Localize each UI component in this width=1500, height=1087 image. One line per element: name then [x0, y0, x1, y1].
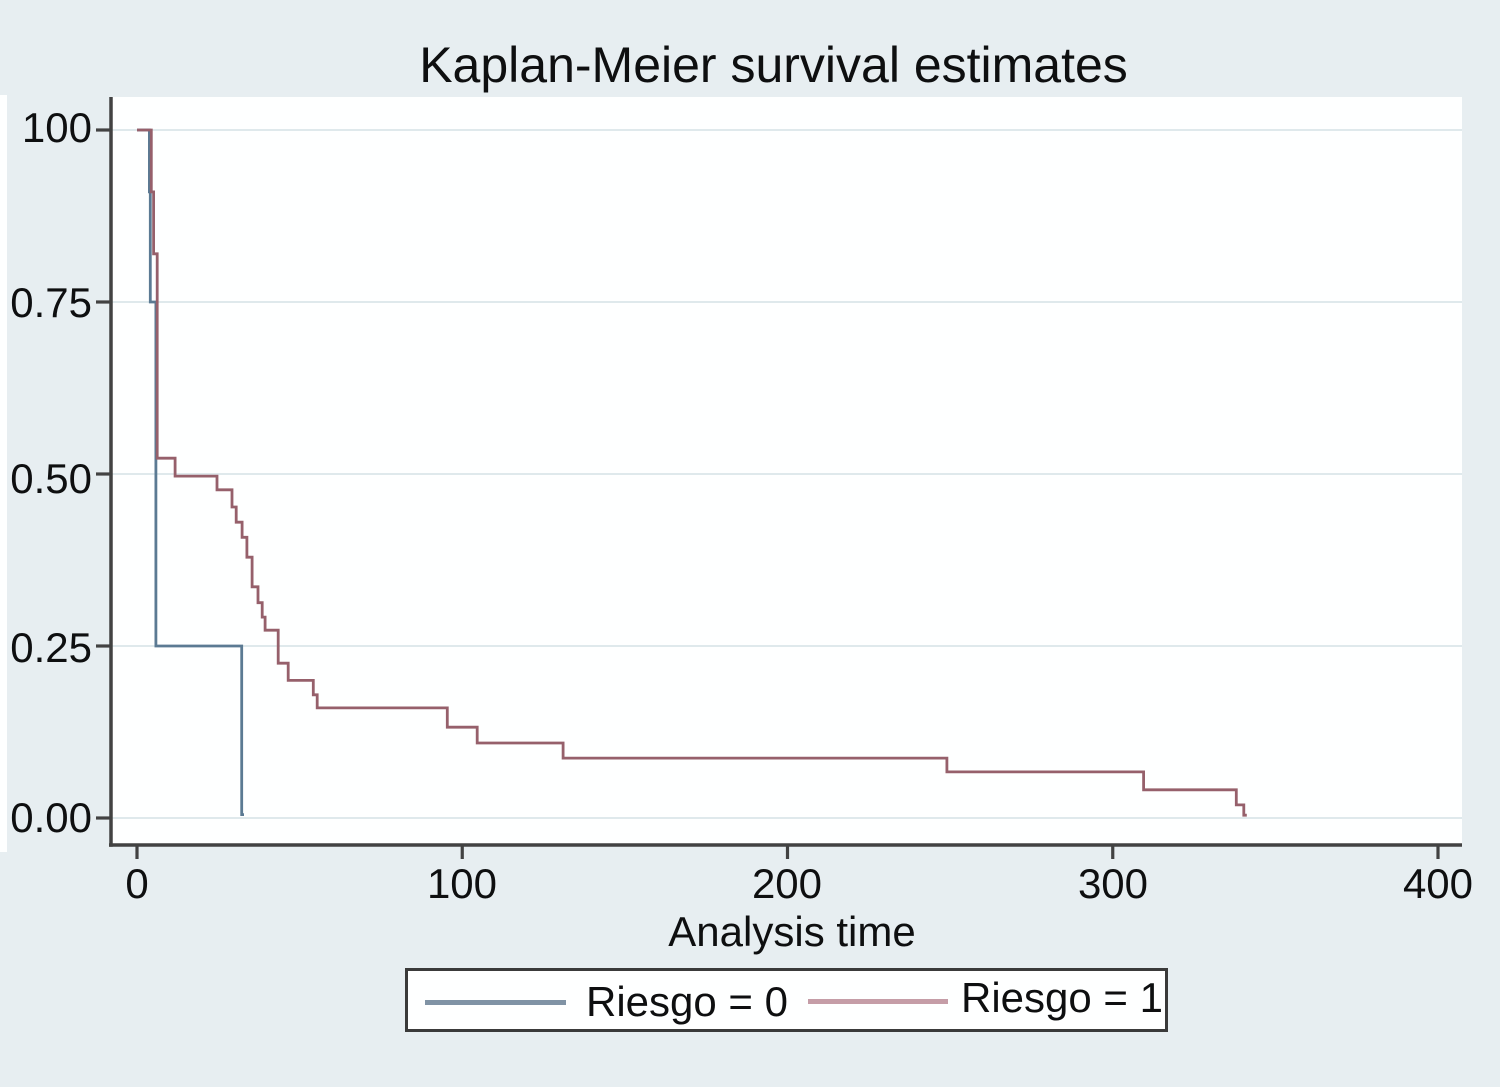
legend-box: Riesgo = 0 Riesgo = 1 [405, 968, 1168, 1032]
y-tick-label-075: 0.75 [10, 279, 92, 326]
x-tick-label-0: 0 [125, 860, 149, 907]
x-tick-label-100: 100 [426, 860, 498, 907]
plot-area [111, 97, 1462, 845]
legend-label-riesgo0: Riesgo = 0 [586, 978, 788, 1025]
chart-title: Kaplan-Meier survival estimates [419, 37, 1128, 93]
y-tick-label-000: 0.00 [10, 794, 92, 841]
legend-label-riesgo1: Riesgo = 1 [961, 974, 1163, 1021]
x-tick-label-300: 300 [1077, 860, 1149, 907]
y-tick-label-025: 0.25 [10, 624, 92, 671]
x-tick-label-200: 200 [751, 860, 823, 907]
legend-line-swatch-riesgo0 [425, 1000, 566, 1005]
legend-line-swatch-riesgo1 [808, 999, 948, 1004]
y-tick-label-050: 0.50 [10, 455, 92, 502]
figure-edge-strip [0, 95, 7, 852]
survival-curve-riesgo1 [137, 128, 1247, 817]
survival-curve-riesgo0 [137, 128, 244, 816]
x-tick-label-400: 400 [1402, 860, 1474, 907]
y-tick-label-100: 100 [21, 104, 92, 151]
x-axis-title: Analysis time [668, 908, 916, 955]
